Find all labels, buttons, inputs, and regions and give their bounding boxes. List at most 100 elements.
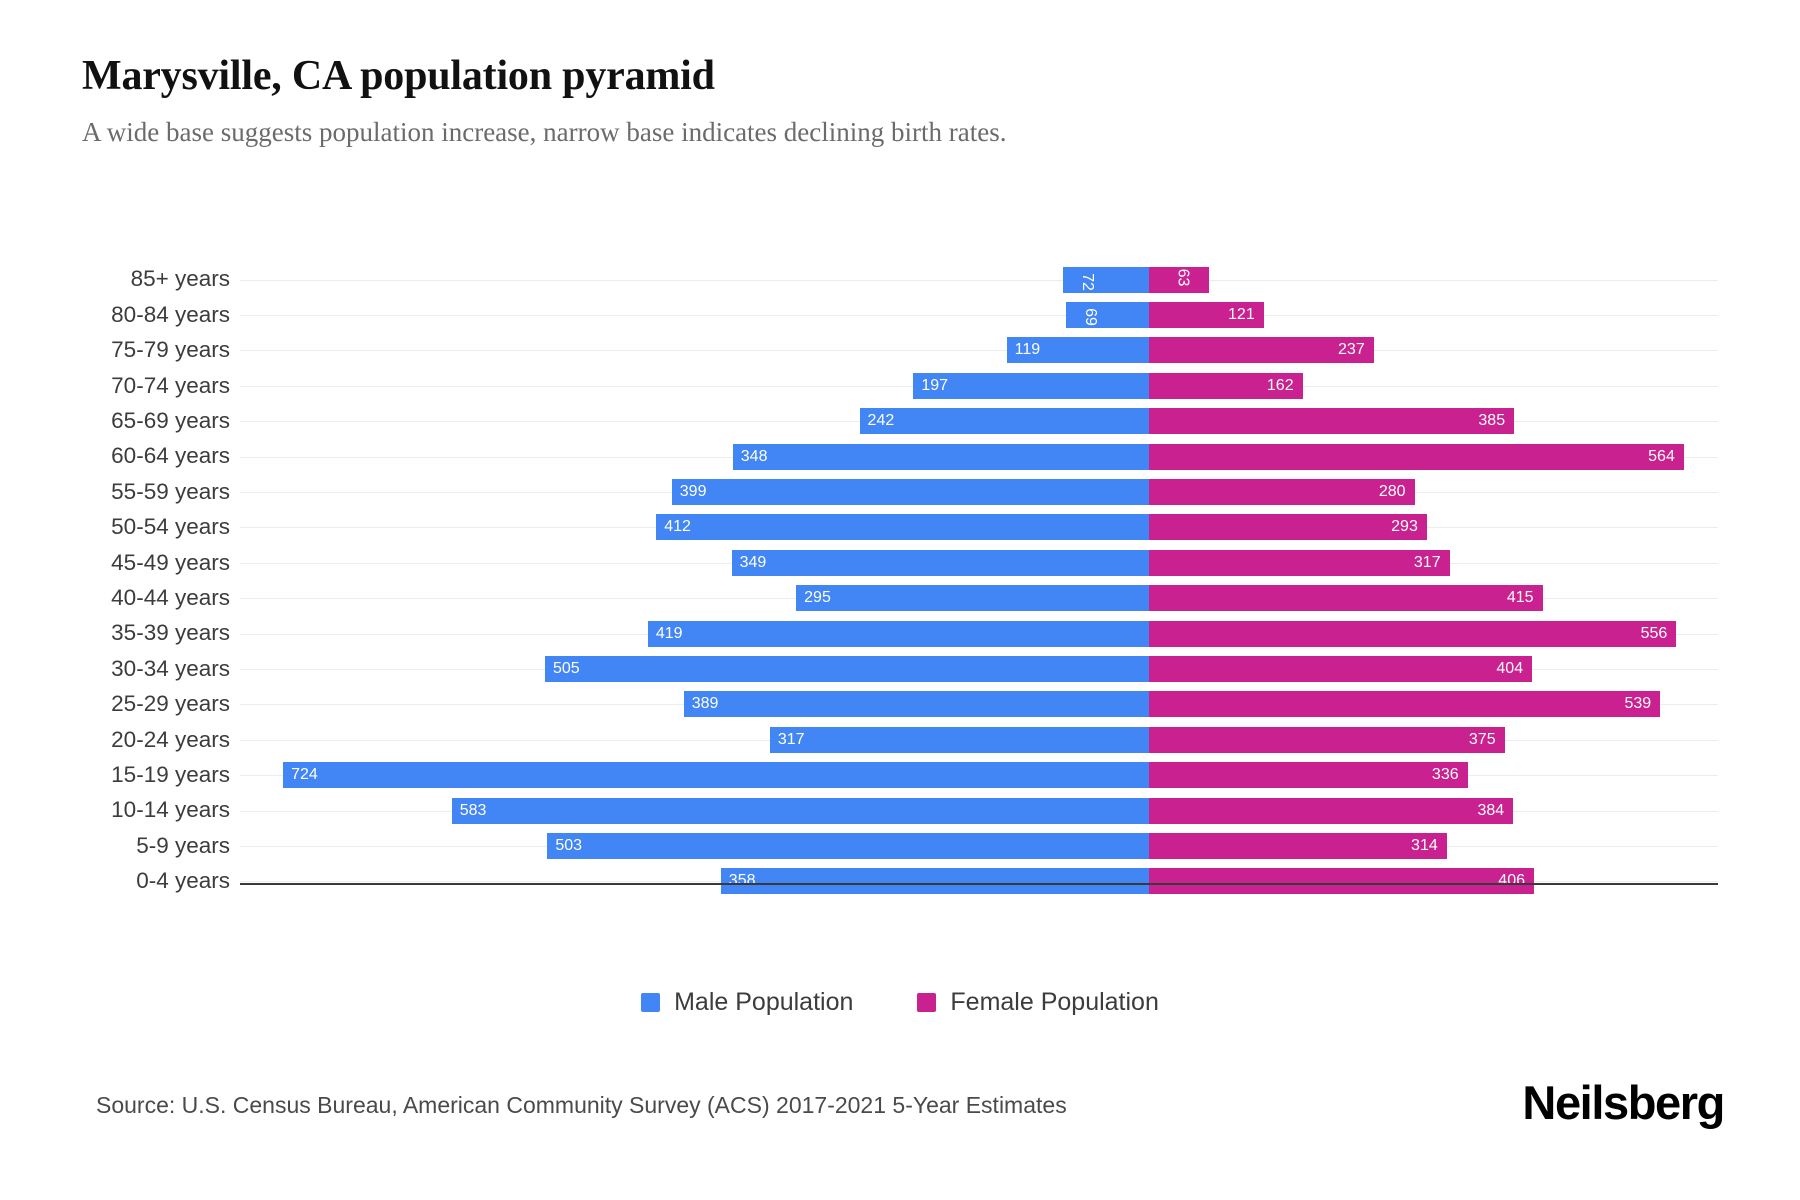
male-bar[interactable]: 349 xyxy=(731,549,1149,576)
age-group-label: 45-49 years xyxy=(111,549,230,575)
female-half: 63 xyxy=(1148,266,1718,293)
male-bar[interactable]: 295 xyxy=(796,585,1149,612)
pyramid-row: 5-9 years 503 314 xyxy=(82,828,1718,863)
male-bar[interactable]: 583 xyxy=(451,797,1149,824)
female-bar[interactable]: 556 xyxy=(1148,620,1677,647)
male-bar[interactable]: 242 xyxy=(859,408,1149,435)
male-bar[interactable]: 197 xyxy=(913,372,1149,399)
page-title: Marysville, CA population pyramid xyxy=(82,53,715,99)
age-group-label: 55-59 years xyxy=(111,478,230,504)
chart-legend: Male Population Female Population xyxy=(0,988,1800,1017)
age-group-label: 5-9 years xyxy=(136,832,230,858)
age-group-label: 80-84 years xyxy=(111,301,230,327)
female-bar-value: 314 xyxy=(1411,836,1438,854)
female-bar[interactable]: 314 xyxy=(1148,832,1447,859)
row-track: 295 415 xyxy=(240,581,1718,616)
male-bar[interactable]: 389 xyxy=(683,691,1149,718)
male-half: 399 xyxy=(240,479,1149,506)
pyramid-row: 15-19 years 724 336 xyxy=(82,757,1718,792)
male-swatch-icon xyxy=(641,993,661,1012)
male-bar[interactable]: 69 xyxy=(1066,302,1149,329)
female-bar-value: 406 xyxy=(1498,872,1525,890)
female-half: 556 xyxy=(1148,620,1718,647)
male-bar-value: 358 xyxy=(728,872,756,890)
male-bar-value: 412 xyxy=(664,518,691,536)
age-group-label: 15-19 years xyxy=(111,761,230,787)
pyramid-row: 55-59 years 399 280 xyxy=(82,474,1718,509)
pyramid-row: 25-29 years 389 539 xyxy=(82,687,1718,722)
male-bar-value: 197 xyxy=(921,376,949,394)
plot-area: 85+ years 72 63 80-84 years 69 121 75-79 years… xyxy=(82,262,1718,918)
female-bar[interactable]: 237 xyxy=(1148,337,1374,364)
female-bar-value: 336 xyxy=(1431,766,1459,784)
age-group-label: 60-64 years xyxy=(111,443,230,469)
row-track: 724 336 xyxy=(240,757,1718,792)
pyramid-row: 80-84 years 69 121 xyxy=(82,297,1718,332)
female-bar-value: 415 xyxy=(1506,589,1534,607)
male-bar[interactable]: 399 xyxy=(671,479,1149,506)
female-bar[interactable]: 293 xyxy=(1148,514,1427,541)
female-bar[interactable]: 564 xyxy=(1148,443,1684,470)
female-bar[interactable]: 406 xyxy=(1148,868,1534,895)
female-bar[interactable]: 384 xyxy=(1148,797,1514,824)
pyramid-rows: 85+ years 72 63 80-84 years 69 121 75-79 years… xyxy=(82,262,1718,895)
row-track: 69 121 xyxy=(240,297,1718,332)
row-track: 317 375 xyxy=(240,722,1718,757)
age-group-label: 30-34 years xyxy=(111,655,230,681)
female-half: 406 xyxy=(1148,868,1718,895)
male-bar[interactable]: 119 xyxy=(1006,337,1149,364)
male-bar[interactable]: 412 xyxy=(656,514,1149,541)
male-bar-value: 348 xyxy=(740,447,768,465)
age-group-label: 40-44 years xyxy=(111,584,230,610)
male-bar[interactable]: 505 xyxy=(544,655,1149,682)
female-half: 317 xyxy=(1148,549,1718,576)
female-bar[interactable]: 63 xyxy=(1148,266,1209,293)
female-bar[interactable]: 280 xyxy=(1148,479,1415,506)
pyramid-row: 0-4 years 358 406 xyxy=(82,864,1718,899)
male-bar[interactable]: 724 xyxy=(283,762,1149,789)
row-track: 349 317 xyxy=(240,545,1718,580)
female-bar-value: 63 xyxy=(1174,268,1192,287)
male-bar[interactable]: 317 xyxy=(769,726,1149,753)
female-bar[interactable]: 121 xyxy=(1148,302,1264,329)
male-bar[interactable]: 358 xyxy=(720,868,1149,895)
male-bar[interactable]: 503 xyxy=(547,832,1149,859)
female-bar[interactable]: 539 xyxy=(1148,691,1661,718)
male-bar[interactable]: 419 xyxy=(647,620,1149,647)
row-track: 348 564 xyxy=(240,439,1718,474)
row-track: 412 293 xyxy=(240,510,1718,545)
gridline xyxy=(240,350,1718,352)
female-half: 293 xyxy=(1148,514,1718,541)
female-half: 375 xyxy=(1148,726,1718,753)
legend-item-male[interactable]: Male Population xyxy=(641,988,853,1017)
legend-item-female[interactable]: Female Population xyxy=(917,988,1159,1017)
male-bar[interactable]: 348 xyxy=(732,443,1149,470)
male-half: 295 xyxy=(240,585,1149,612)
male-bar-value: 419 xyxy=(655,624,683,642)
male-bar-value: 389 xyxy=(691,695,719,713)
female-bar[interactable]: 415 xyxy=(1148,585,1543,612)
female-bar[interactable]: 404 xyxy=(1148,655,1533,682)
female-bar-value: 384 xyxy=(1477,801,1505,819)
male-bar[interactable]: 72 xyxy=(1062,266,1149,293)
female-half: 539 xyxy=(1148,691,1718,718)
row-track: 242 385 xyxy=(240,404,1718,439)
male-half: 197 xyxy=(240,372,1149,399)
row-track: 505 404 xyxy=(240,651,1718,686)
female-bar[interactable]: 317 xyxy=(1148,549,1450,576)
female-bar[interactable]: 336 xyxy=(1148,762,1468,789)
male-bar-value: 295 xyxy=(804,589,831,607)
female-half: 384 xyxy=(1148,797,1718,824)
female-bar[interactable]: 162 xyxy=(1148,372,1303,399)
female-bar[interactable]: 385 xyxy=(1148,408,1515,435)
pyramid-row: 20-24 years 317 375 xyxy=(82,722,1718,757)
row-track: 399 280 xyxy=(240,474,1718,509)
chart-subtitle: A wide base suggests population increase… xyxy=(82,117,1007,147)
pyramid-row: 40-44 years 295 415 xyxy=(82,581,1718,616)
female-bar-value: 404 xyxy=(1496,659,1524,677)
female-half: 404 xyxy=(1148,655,1718,682)
female-bar-value: 564 xyxy=(1648,447,1675,465)
pyramid-row: 70-74 years 197 162 xyxy=(82,368,1718,403)
male-half: 583 xyxy=(240,797,1149,824)
female-bar[interactable]: 375 xyxy=(1148,726,1505,753)
